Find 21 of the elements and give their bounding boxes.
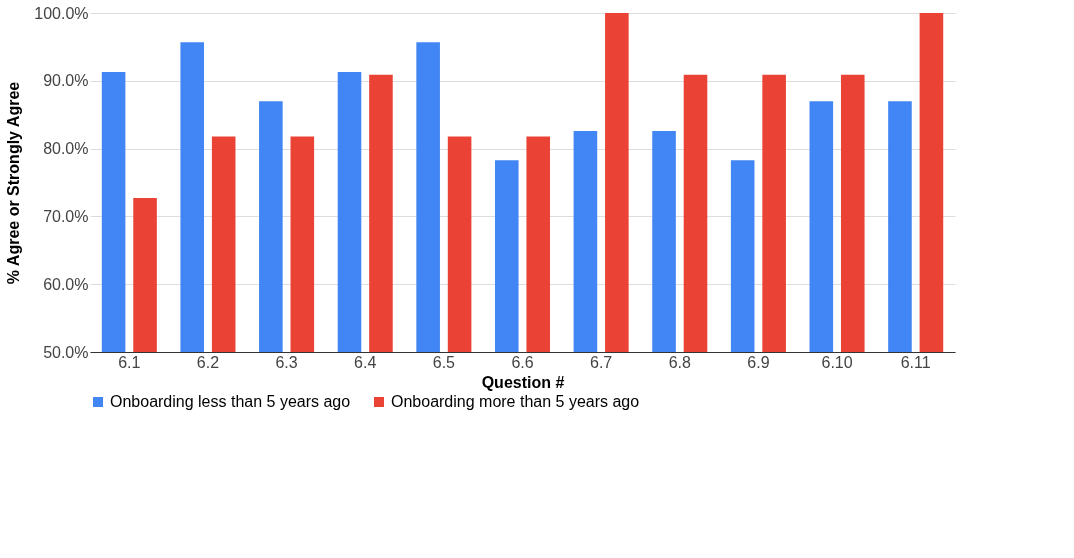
- y-axis-title: % Agree or Strongly Agree: [5, 81, 23, 285]
- legend-label: Onboarding less than 5 years ago: [110, 393, 351, 410]
- y-tick-label: 80.0%: [43, 140, 89, 158]
- y-tick-label: 70.0%: [43, 207, 89, 225]
- x-axis-title: Question #: [481, 373, 565, 391]
- x-tick-label: 6.8: [668, 353, 691, 371]
- y-tick-label: 90.0%: [43, 72, 89, 90]
- x-tick-label: 6.2: [196, 353, 220, 371]
- y-tick-label: 50.0%: [43, 343, 89, 361]
- y-tick-label: 100.0%: [34, 4, 89, 22]
- x-tick-label: 6.5: [432, 353, 456, 371]
- x-tick-label: 6.1: [118, 353, 141, 371]
- x-tick-label: 6.7: [590, 353, 613, 371]
- x-tick-label: 6.10: [821, 353, 853, 371]
- x-tick-label: 6.4: [354, 353, 377, 371]
- y-tick-label: 60.0%: [43, 275, 89, 293]
- x-tick-label: 6.9: [747, 353, 770, 371]
- legend-label: Onboarding more than 5 years ago: [391, 393, 640, 410]
- x-tick-label: 6.11: [900, 353, 931, 371]
- x-tick-label: 6.6: [511, 353, 534, 371]
- x-tick-label: 6.3: [275, 353, 298, 371]
